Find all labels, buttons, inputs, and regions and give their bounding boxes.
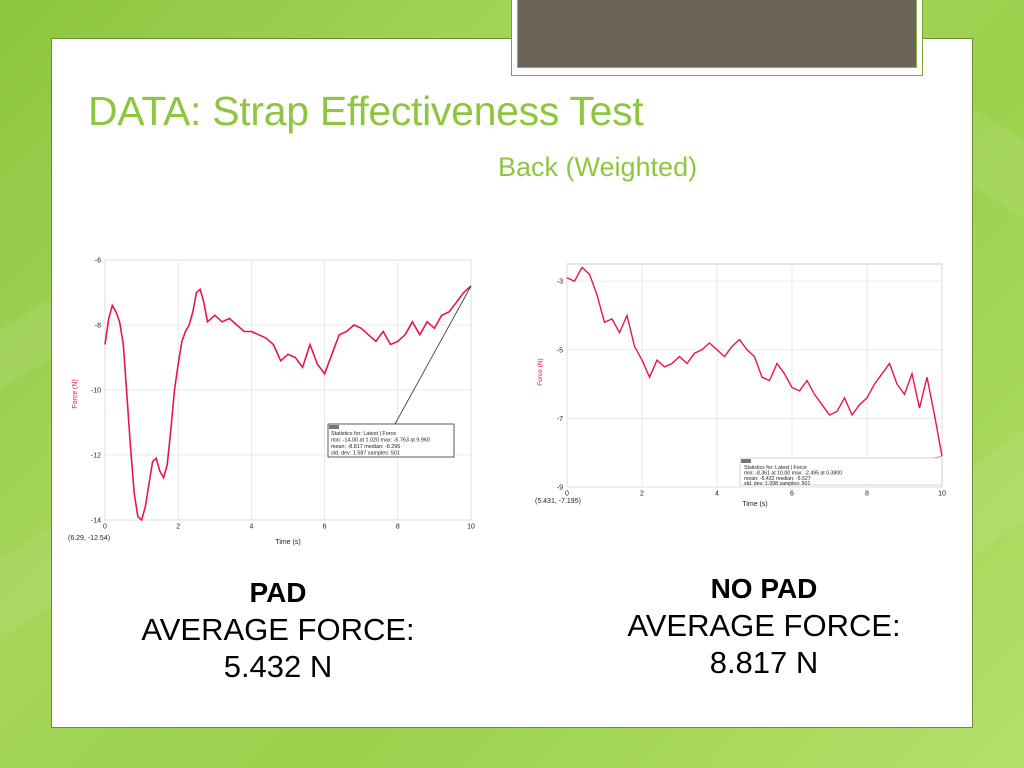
y-tick-labels: -6 -8 -10 -12 -14 — [91, 258, 101, 525]
pad-caption-label: AVERAGE FORCE: — [141, 612, 415, 647]
stats-box[interactable]: Statistics for: Latest | Force min: -14.… — [327, 423, 455, 458]
force-series-line — [104, 285, 472, 522]
x-tick-label: 4 — [715, 491, 719, 498]
force-series-line — [566, 266, 943, 457]
x-tick-label: 8 — [865, 491, 869, 498]
y-tick-label: -14 — [91, 518, 101, 525]
no-pad-caption-label: AVERAGE FORCE: — [627, 608, 901, 643]
y-tick-label: -8 — [95, 323, 101, 330]
x-tick-label: 6 — [790, 491, 794, 498]
no-pad-caption: NO PAD AVERAGE FORCE: 8.817 N — [586, 570, 942, 681]
no-pad-caption-title: NO PAD — [710, 573, 818, 604]
x-tick-label: 10 — [467, 524, 475, 531]
header-tab — [517, 0, 917, 68]
plot-area — [566, 263, 943, 488]
stats-line-3: std. dev: 1.098 samples: 501 — [744, 481, 810, 487]
pad-caption-value: 5.432 N — [223, 649, 333, 684]
stats-line-3: std. dev: 1.587 samples: 501 — [331, 451, 400, 457]
coordinate-readout: (6.29, -12.54) — [68, 535, 110, 542]
stats-line-1: min: -14.00 at 1.020 max: -6.763 at 9.96… — [331, 438, 430, 444]
grid-lines — [566, 264, 943, 488]
y-tick-labels: -3 -5 -7 -9 — [557, 279, 563, 492]
stats-leader-line — [394, 285, 472, 425]
x-tick-label: 10 — [938, 491, 946, 498]
x-tick-label: 6 — [323, 524, 327, 531]
stats-line-2: mean: -5.432 median: -5.527 — [744, 476, 811, 482]
stats-header: Statistics for: Latest | Force — [331, 431, 396, 437]
y-tick-label: -12 — [91, 453, 101, 460]
y-axis-label: Force (N) — [537, 358, 544, 385]
no-pad-force-chart: -3 -5 -7 -9 0 2 4 6 8 10 Statistics for: Latest … — [535, 263, 946, 508]
pad-force-chart: -6 -8 -10 -12 -14 0 2 4 6 8 10 Statistics for: La… — [68, 258, 475, 547]
no-pad-caption-value: 8.817 N — [709, 645, 819, 680]
x-tick-label: 0 — [103, 524, 107, 531]
y-tick-label: -3 — [557, 279, 563, 286]
grid-lines — [104, 259, 472, 521]
x-tick-labels: 0 2 4 6 8 10 — [565, 491, 946, 498]
stats-line-1: min: -8.361 at 10.00 max: -2.495 at 0.38… — [744, 471, 842, 477]
y-tick-label: -5 — [557, 347, 563, 354]
x-axis-label: Time (s) — [742, 501, 767, 508]
stats-header: Statistics for: Latest | Force — [744, 465, 807, 471]
y-tick-label: -7 — [557, 416, 563, 423]
x-tick-labels: 0 2 4 6 8 10 — [103, 524, 475, 531]
slide-title: DATA: Strap Effectiveness Test — [88, 88, 644, 134]
y-axis-label: Force (N) — [72, 379, 79, 409]
coordinate-readout: (5.431, -7.195) — [535, 498, 581, 505]
slide-subtitle: Back (Weighted) — [498, 152, 698, 182]
x-tick-label: 2 — [640, 491, 644, 498]
stats-box[interactable]: Statistics for: Latest | Force min: -8.3… — [739, 457, 943, 487]
y-tick-label: -10 — [91, 388, 101, 395]
x-tick-label: 4 — [249, 524, 253, 531]
x-axis-label: Time (s) — [275, 539, 300, 546]
pad-caption: PAD AVERAGE FORCE: 5.432 N — [100, 574, 456, 685]
x-tick-label: 0 — [565, 491, 569, 498]
x-tick-label: 8 — [396, 524, 400, 531]
y-tick-label: -9 — [557, 485, 563, 492]
stats-line-2: mean: -8.817 median: -8.296 — [331, 444, 400, 450]
pad-caption-title: PAD — [249, 577, 307, 608]
y-tick-label: -6 — [95, 258, 101, 265]
x-tick-label: 2 — [176, 524, 180, 531]
